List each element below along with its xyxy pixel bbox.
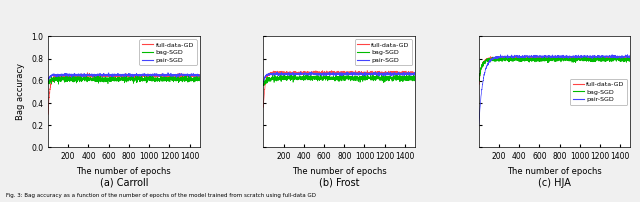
Title: (b) Frost: (b) Frost: [319, 178, 360, 187]
Legend: full-data-GD, bag-SGD, pair-SGD: full-data-GD, bag-SGD, pair-SGD: [570, 79, 627, 105]
X-axis label: The number of epochs: The number of epochs: [507, 167, 602, 176]
Legend: full-data-GD, bag-SGD, pair-SGD: full-data-GD, bag-SGD, pair-SGD: [355, 39, 412, 65]
Title: (a) Carroll: (a) Carroll: [100, 178, 148, 187]
X-axis label: The number of epochs: The number of epochs: [292, 167, 387, 176]
X-axis label: The number of epochs: The number of epochs: [76, 167, 172, 176]
Y-axis label: Bag accuracy: Bag accuracy: [17, 63, 26, 120]
Legend: full-data-GD, bag-SGD, pair-SGD: full-data-GD, bag-SGD, pair-SGD: [140, 39, 196, 65]
Title: (c) HJA: (c) HJA: [538, 178, 571, 187]
Text: Fig. 3: Bag accuracy as a function of the number of epochs of the model trained : Fig. 3: Bag accuracy as a function of th…: [6, 193, 316, 198]
